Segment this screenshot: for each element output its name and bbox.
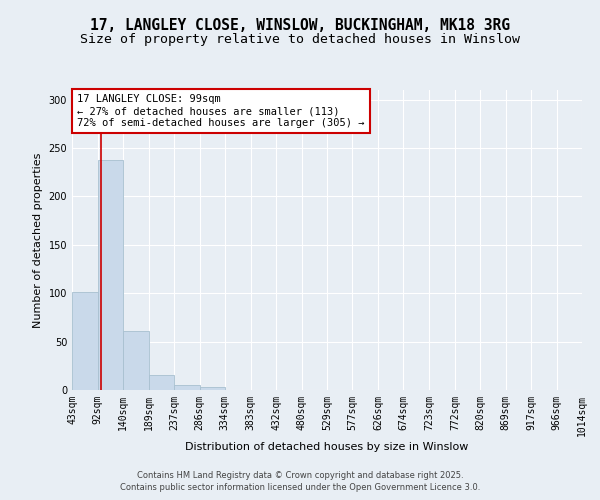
Text: Contains public sector information licensed under the Open Government Licence 3.: Contains public sector information licen… [120,484,480,492]
Bar [98,160,123,390]
X-axis label: Distribution of detached houses by size in Winslow: Distribution of detached houses by size … [185,442,469,452]
Bar [174,385,200,390]
Bar [123,331,149,390]
Bar [72,292,98,390]
Text: Contains HM Land Registry data © Crown copyright and database right 2025.: Contains HM Land Registry data © Crown c… [137,471,463,480]
Bar [149,374,174,390]
Y-axis label: Number of detached properties: Number of detached properties [33,152,43,328]
Text: Size of property relative to detached houses in Winslow: Size of property relative to detached ho… [80,32,520,46]
Bar [200,387,225,390]
Text: 17 LANGLEY CLOSE: 99sqm
← 27% of detached houses are smaller (113)
72% of semi-d: 17 LANGLEY CLOSE: 99sqm ← 27% of detache… [77,94,365,128]
Text: 17, LANGLEY CLOSE, WINSLOW, BUCKINGHAM, MK18 3RG: 17, LANGLEY CLOSE, WINSLOW, BUCKINGHAM, … [90,18,510,32]
